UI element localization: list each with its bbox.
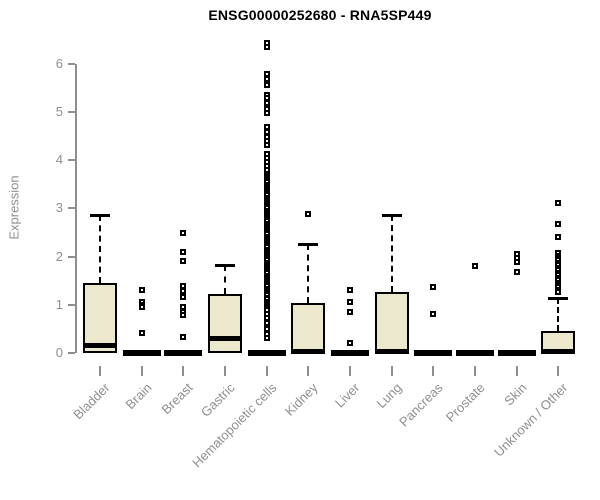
y-tick-label: 3 <box>55 200 63 216</box>
x-axis-tick <box>390 366 393 376</box>
outlier-point <box>263 334 270 341</box>
outlier-point <box>180 294 187 301</box>
outlier-point <box>346 287 353 294</box>
whisker-cap <box>381 214 402 218</box>
outlier-point <box>555 289 562 296</box>
outlier-point <box>555 234 562 241</box>
outlier-point <box>430 283 437 290</box>
outlier-point <box>263 109 270 116</box>
y-axis-tick <box>68 255 75 258</box>
collapsed-box-10 <box>497 350 536 356</box>
whisker-cap <box>298 243 319 247</box>
whisker-cap <box>90 214 110 218</box>
y-tick-label: 0 <box>55 345 63 360</box>
outlier-point <box>180 258 187 265</box>
x-axis-tick <box>99 366 101 376</box>
upper-whisker <box>99 215 101 284</box>
outlier-point <box>180 248 187 255</box>
outlier-point <box>138 304 145 311</box>
outlier-point <box>305 211 312 218</box>
median-line <box>207 336 242 342</box>
outlier-point <box>471 263 478 270</box>
y-tick-label: 6 <box>55 55 63 71</box>
x-axis-tick <box>223 366 226 376</box>
x-axis-tick <box>307 366 310 376</box>
collapsed-box-2 <box>164 350 203 356</box>
whisker-cap <box>214 263 235 267</box>
outlier-point <box>180 312 187 319</box>
outlier-point <box>513 268 520 275</box>
median-line <box>291 349 326 355</box>
x-axis-tick <box>348 366 351 376</box>
box-0 <box>83 283 117 353</box>
y-axis-tick <box>68 207 75 210</box>
collapsed-box-9 <box>455 350 494 356</box>
y-axis-tick <box>68 62 75 65</box>
outlier-point <box>263 82 270 89</box>
outlier-point <box>346 308 353 315</box>
outlier-point <box>138 329 145 336</box>
x-axis-tick <box>515 366 518 376</box>
outlier-point <box>430 311 437 318</box>
chart-title: ENSG00000252680 - RNA5SP449 <box>208 7 432 23</box>
outlier-point <box>555 220 562 227</box>
y-axis-tick <box>68 110 75 113</box>
y-axis-tick <box>68 352 75 354</box>
outlier-point <box>263 43 270 50</box>
outlier-point <box>346 299 353 306</box>
outlier-point <box>555 200 562 207</box>
y-axis-tick <box>68 159 75 161</box>
y-tick-label: 4 <box>55 152 63 167</box>
outlier-point <box>180 333 187 340</box>
collapsed-box-6 <box>330 350 369 356</box>
x-axis-tick <box>557 366 560 376</box>
x-axis-tick <box>182 366 185 376</box>
upper-whisker <box>557 298 560 332</box>
box-5 <box>291 303 326 353</box>
outlier-point <box>180 230 187 237</box>
collapsed-box-8 <box>414 350 453 356</box>
outlier-point <box>263 141 270 148</box>
median-line <box>374 348 409 354</box>
collapsed-box-4 <box>247 350 286 356</box>
y-tick-label: 2 <box>55 248 63 264</box>
x-axis-tick <box>432 366 435 376</box>
y-axis-line <box>75 63 77 353</box>
median-line <box>83 343 117 349</box>
collapsed-box-1 <box>122 350 161 356</box>
outlier-point <box>263 75 270 82</box>
x-axis-tick <box>140 366 143 376</box>
y-tick-label: 5 <box>55 103 63 119</box>
x-axis-tick <box>265 366 268 376</box>
whisker-cap <box>548 297 569 301</box>
outlier-point <box>180 288 187 295</box>
upper-whisker <box>223 264 226 295</box>
box-7 <box>374 291 409 353</box>
outlier-point <box>346 340 353 347</box>
y-tick-label: 1 <box>55 296 63 312</box>
x-axis-tick <box>473 366 476 376</box>
outlier-point <box>263 100 270 107</box>
y-axis-label: Expression <box>6 175 22 240</box>
outlier-point <box>263 320 270 327</box>
box-3 <box>207 294 242 353</box>
outlier-point <box>513 259 520 266</box>
y-axis-tick <box>68 303 75 306</box>
outlier-point <box>138 287 145 294</box>
upper-whisker <box>307 244 310 304</box>
upper-whisker <box>390 215 393 292</box>
median-line <box>541 349 576 355</box>
